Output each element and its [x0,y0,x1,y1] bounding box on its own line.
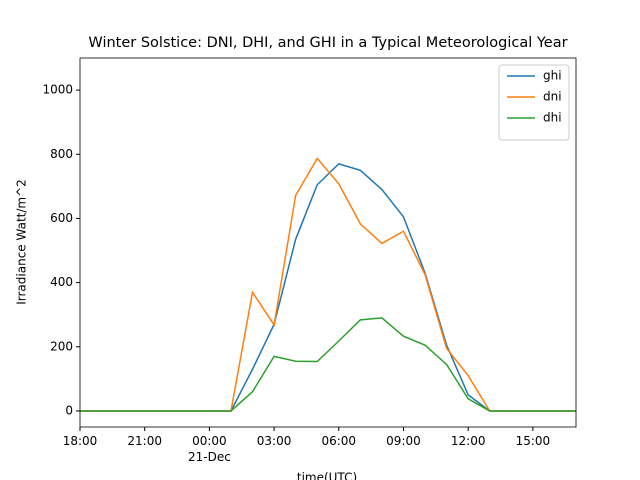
legend-box [498,64,570,141]
y-tick-label: 400 [50,275,73,289]
y-tick-label: 0 [65,403,73,417]
chart-title: Winter Solstice: DNI, DHI, and GHI in a … [88,35,567,51]
x-tick-label: 09:00 [386,434,421,448]
x-axis-label: time(UTC) [297,471,357,480]
legend-label: dni [543,90,562,104]
x-tick-label: 21:00 [127,434,162,448]
y-tick-label: 600 [50,211,73,225]
x-tick-label: 06:00 [321,434,357,448]
line-ghi [80,163,576,412]
line-dni [80,157,576,412]
x-tick-label: 12:00 [450,434,486,448]
legend-label: dhi [543,111,562,125]
x-tick-label: 15:00 [515,434,551,448]
y-tick-label: 1000 [42,83,73,97]
x-tick-label: 00:00 21-Dec [187,434,231,464]
plot-frame [79,57,577,428]
y-axis-label: Irradiance Watt/m^2 [15,179,29,305]
x-tick-label: 03:00 [256,434,292,448]
line-dhi [80,317,576,412]
y-tick-label: 200 [50,339,73,353]
x-tick-label: 18:00 [62,434,98,448]
legend-label: ghi [543,69,562,83]
y-tick-label: 800 [50,147,73,161]
